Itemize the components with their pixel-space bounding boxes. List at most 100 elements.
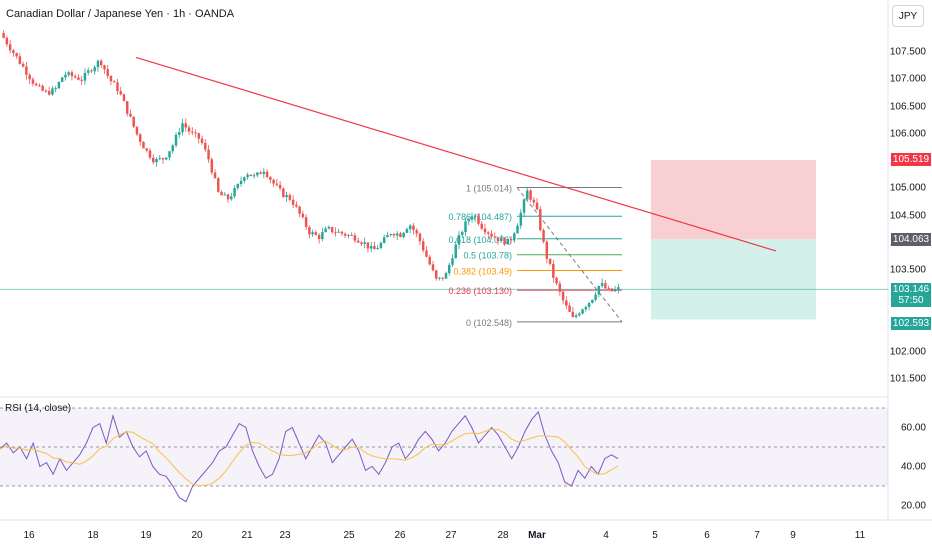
candle-body (555, 277, 558, 284)
candle-body (252, 175, 256, 177)
price-tick-label: 101.500 (889, 373, 926, 385)
candle-body (178, 132, 181, 135)
candle-body (366, 242, 370, 249)
target-price-label: 102.593 (891, 317, 931, 331)
candle-body (552, 263, 555, 278)
candle-body (535, 202, 539, 210)
candle-body (200, 138, 204, 143)
candle-body (12, 50, 15, 54)
candle-body (613, 289, 617, 292)
candle-body (119, 91, 122, 95)
candle-body (542, 230, 545, 242)
candle-body (591, 299, 594, 303)
candle-body (18, 56, 22, 64)
candle-body (249, 174, 253, 177)
candle-body (197, 133, 201, 139)
candle-body (142, 141, 145, 149)
candle-body (483, 228, 487, 233)
candle-body (594, 294, 597, 300)
candle-body (389, 234, 392, 236)
candle-body (487, 232, 490, 234)
candle-body (132, 116, 135, 127)
candle-body (122, 94, 126, 102)
candle-body (584, 306, 588, 310)
candle-body (529, 190, 532, 200)
candle-body (457, 235, 461, 245)
candle-body (259, 172, 262, 174)
candle-body (213, 172, 217, 179)
time-axis[interactable]: 16 18 19 20 21 23 25 26 27 28 Mar 4 5 6 7 9 11 (0, 527, 888, 547)
rsi-title: RSI (14, close) (5, 403, 72, 414)
candle-body (106, 69, 109, 76)
candle-body (93, 67, 96, 72)
price-tick-label: 107.000 (889, 73, 926, 85)
candle-body (223, 194, 227, 196)
trendline (135, 56, 777, 252)
candle-body (522, 199, 526, 213)
chart-title: Canadian Dollar / Japanese Yen · 1h · OA… (6, 8, 235, 20)
current-price-label: 103.146 57:50 (891, 282, 931, 307)
time-tick-label: 5 (652, 530, 658, 541)
currency-selector[interactable]: JPY (892, 5, 924, 27)
candle-body (330, 226, 334, 233)
candle-body (395, 233, 399, 236)
time-tick-label: 7 (754, 530, 760, 541)
candle-body (67, 72, 70, 75)
candle-body (340, 231, 344, 234)
entry-price-label: 104.063 (891, 232, 931, 246)
candle-body (220, 191, 223, 196)
fib-level-label: 0 (102.548) (466, 318, 512, 328)
fib-diagonal (516, 187, 623, 323)
candle-body (597, 285, 601, 295)
candle-body (301, 213, 305, 218)
candle-body (353, 235, 357, 241)
candle-body (269, 176, 272, 180)
time-tick-label: 6 (704, 530, 710, 541)
take-profit-zone (651, 239, 816, 320)
fib-level-label: 1 (105.014) (466, 183, 512, 193)
candle-body (431, 264, 435, 271)
candle-body (83, 72, 87, 81)
price-tick-label: 106.500 (889, 101, 926, 112)
time-tick-label: 16 (23, 530, 35, 541)
candle-body (295, 204, 298, 207)
candle-body (490, 233, 493, 237)
candle-body (103, 65, 106, 70)
time-tick-label: 18 (87, 530, 99, 541)
candle-body (448, 264, 451, 274)
candle-body (285, 194, 288, 198)
time-tick-label: 4 (603, 530, 609, 541)
price-axis[interactable]: 107.500107.000106.500106.000105.500105.0… (888, 0, 932, 520)
candle-body (25, 66, 28, 75)
candle-body (600, 283, 604, 286)
candle-body (477, 215, 480, 224)
candle-body (161, 158, 165, 160)
candle-body (291, 199, 295, 205)
time-tick-label: 23 (279, 530, 291, 541)
candle-body (31, 79, 35, 84)
price-tick-label: 106.000 (889, 128, 926, 140)
candle-body (408, 225, 412, 230)
candle-body (412, 225, 415, 231)
candle-body (425, 250, 428, 257)
candle-body (171, 145, 174, 152)
candle-body (350, 234, 353, 236)
candle-body (444, 273, 448, 279)
price-tick-label: 102.000 (889, 346, 926, 358)
candle-body (548, 258, 552, 264)
candle-body (532, 199, 536, 203)
candle-body (230, 196, 233, 200)
candle-body (317, 235, 321, 240)
candle-body (187, 127, 191, 132)
candle-body (428, 256, 431, 265)
candle-body (392, 234, 396, 236)
candle-body (155, 158, 158, 163)
candle-body (184, 123, 188, 128)
candle-body (311, 232, 314, 235)
candle-body (272, 179, 275, 184)
time-tick-label: 11 (854, 530, 866, 541)
candle-body (2, 32, 5, 38)
candle-body (148, 150, 152, 158)
